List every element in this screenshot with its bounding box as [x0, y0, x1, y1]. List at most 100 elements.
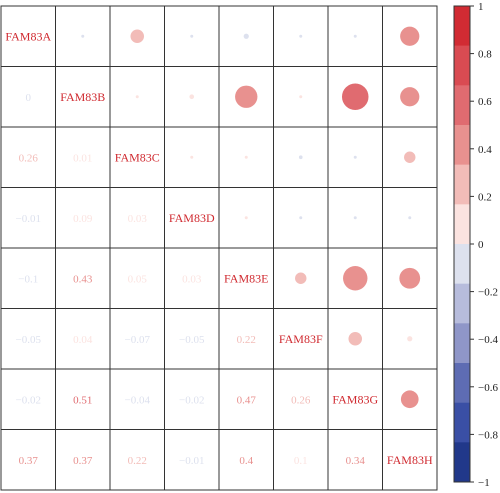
colorbar-tick-label: −0.6 — [478, 382, 498, 394]
colorbar-tick-label: −1 — [478, 477, 490, 489]
colorbar-bin — [454, 204, 470, 245]
matrix-marks: FAM83A 0 FAM83B 0.26 0.01 FAM83C −0.01 0.09 0.03… — [5, 26, 433, 467]
correlation-value: −0.01 — [16, 213, 41, 225]
colorbar-tick-label: 0.8 — [478, 49, 492, 61]
correlation-circle — [135, 95, 139, 99]
correlation-circle — [244, 155, 248, 159]
correlation-value: −0.04 — [125, 394, 151, 406]
correlation-circle — [190, 155, 194, 159]
correlation-circle — [189, 94, 195, 100]
grid-cell — [218, 308, 274, 370]
correlation-value: 0.04 — [73, 334, 93, 346]
grid-cell — [0, 187, 56, 249]
grid-cell — [55, 308, 111, 370]
grid-cell — [164, 247, 220, 309]
grid-cell — [55, 66, 111, 128]
grid-cell — [109, 308, 165, 370]
correlation-circle — [298, 155, 303, 160]
correlation-circle — [299, 216, 303, 220]
correlation-circle — [299, 34, 303, 38]
correlation-circle — [353, 155, 357, 159]
correlation-circle — [407, 336, 413, 342]
colorbar-bin — [454, 244, 470, 284]
variable-label: FAM83C — [115, 150, 160, 164]
correlation-circle — [348, 331, 363, 346]
correlation-value: 0.22 — [237, 334, 256, 346]
correlation-value: −0.1 — [18, 273, 38, 285]
correlation-circle — [399, 267, 421, 289]
correlation-circle — [400, 26, 420, 46]
correlation-value: 0.4 — [239, 455, 253, 467]
grid-cell — [55, 368, 111, 430]
colorbar-bin — [454, 6, 470, 46]
grid-cell — [273, 126, 329, 188]
correlation-value: 0 — [26, 92, 32, 104]
colorbar-tick-label: 0.4 — [478, 144, 492, 156]
correlation-value: 0.05 — [128, 273, 148, 285]
correlation-circle — [243, 33, 249, 39]
grid-cell — [109, 429, 165, 491]
colorbar: 1 0.8 0.6 0.4 0.2 0 −0.2 −0.4 −0.6 −0.8 −1 — [453, 1, 498, 489]
correlation-circle — [353, 34, 357, 38]
colorbar-tick-label: −0.2 — [478, 287, 498, 299]
correlation-value: 0.01 — [73, 152, 92, 164]
grid-cell — [0, 5, 56, 67]
grid-cell — [327, 247, 383, 309]
variable-label: FAM83G — [332, 392, 378, 406]
grid-cell — [382, 5, 438, 67]
correlation-circle — [295, 272, 307, 284]
grid-cell — [0, 429, 56, 491]
grid-cell — [164, 187, 220, 249]
grid-cell — [164, 429, 220, 491]
grid-cell — [273, 308, 329, 370]
correlation-value: 0.51 — [73, 394, 92, 406]
correlation-value: −0.02 — [16, 394, 41, 406]
correlation-value: 0.26 — [19, 152, 39, 164]
correlation-value: 0.1 — [294, 455, 308, 467]
correlation-value: −0.07 — [125, 334, 151, 346]
correlation-value: 0.03 — [182, 273, 202, 285]
grid-cell — [218, 368, 274, 430]
correlation-value: 0.47 — [237, 394, 257, 406]
correlation-circle — [190, 34, 194, 38]
grid-cell — [0, 368, 56, 430]
correlation-value: 0.34 — [346, 455, 366, 467]
colorbar-bin — [454, 363, 470, 403]
correlation-value: −0.01 — [179, 455, 204, 467]
grid-cell — [0, 126, 56, 188]
variable-label: FAM83H — [387, 453, 433, 467]
correlation-circle — [343, 266, 368, 291]
grid-cell — [273, 368, 329, 430]
correlation-circle — [400, 390, 419, 409]
grid-cell — [109, 368, 165, 430]
correlation-circle — [408, 216, 412, 220]
colorbar-tick-label: 1 — [478, 1, 484, 13]
variable-label: FAM83E — [224, 271, 268, 285]
variable-label: FAM83D — [169, 211, 215, 225]
colorbar-bin — [454, 125, 470, 165]
correlation-value: −0.05 — [179, 334, 205, 346]
colorbar-bin — [454, 85, 470, 126]
colorbar-tick-label: −0.8 — [478, 429, 498, 441]
correlation-value: 0.09 — [73, 213, 93, 225]
colorbar-bin — [454, 164, 470, 205]
correlation-value: −0.05 — [16, 334, 42, 346]
correlation-circle — [130, 29, 145, 44]
colorbar-tick-label: 0 — [478, 239, 484, 251]
correlation-value: 0.03 — [128, 213, 148, 225]
grid-cell — [109, 187, 165, 249]
correlation-value: 0.37 — [19, 455, 39, 467]
correlation-circle — [404, 151, 416, 163]
matrix-cells — [0, 5, 438, 491]
colorbar-tick-label: 0.6 — [478, 96, 492, 108]
correlation-circle — [341, 83, 369, 111]
colorbar-bin — [454, 442, 470, 483]
grid-cell — [55, 126, 111, 188]
grid-cell — [273, 429, 329, 491]
correlation-value: 0.43 — [73, 273, 93, 285]
colorbar-bin — [454, 283, 470, 324]
variable-label: FAM83F — [279, 332, 323, 346]
grid-cell — [273, 66, 329, 128]
correlation-circle — [244, 216, 248, 220]
